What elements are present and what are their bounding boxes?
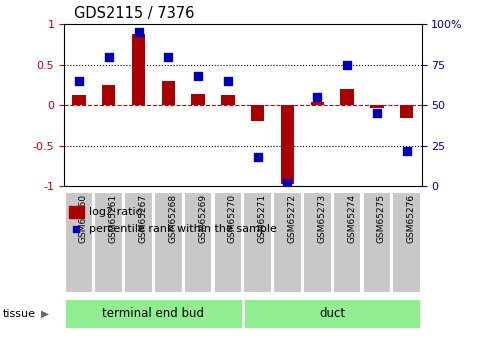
- Bar: [370, 105, 384, 108]
- FancyBboxPatch shape: [95, 192, 123, 293]
- FancyBboxPatch shape: [213, 192, 242, 293]
- Text: GSM65272: GSM65272: [287, 194, 296, 243]
- Bar: [191, 94, 205, 105]
- Text: GSM65273: GSM65273: [317, 194, 326, 243]
- Bar: [400, 105, 413, 118]
- Point: [105, 54, 113, 59]
- Text: GDS2115 / 7376: GDS2115 / 7376: [74, 6, 194, 21]
- Point: [373, 110, 381, 116]
- Text: GSM65270: GSM65270: [228, 194, 237, 243]
- FancyBboxPatch shape: [243, 298, 421, 329]
- Point: [224, 78, 232, 83]
- Bar: [340, 89, 354, 105]
- Bar: [162, 81, 175, 105]
- Text: GSM65260: GSM65260: [79, 194, 88, 243]
- Bar: [311, 102, 324, 105]
- Point: [343, 62, 351, 67]
- FancyBboxPatch shape: [362, 192, 391, 293]
- Bar: [281, 105, 294, 184]
- Text: GSM65268: GSM65268: [168, 194, 177, 243]
- Text: GSM65276: GSM65276: [407, 194, 416, 243]
- Bar: [102, 85, 115, 105]
- FancyBboxPatch shape: [124, 192, 153, 293]
- FancyBboxPatch shape: [303, 192, 332, 293]
- FancyBboxPatch shape: [392, 192, 421, 293]
- FancyBboxPatch shape: [244, 192, 272, 293]
- Bar: [72, 96, 86, 105]
- Point: [403, 148, 411, 154]
- FancyBboxPatch shape: [154, 192, 182, 293]
- FancyBboxPatch shape: [333, 192, 361, 293]
- Text: percentile rank within the sample: percentile rank within the sample: [89, 225, 277, 234]
- Text: ▶: ▶: [41, 309, 49, 319]
- Text: GSM65261: GSM65261: [109, 194, 118, 243]
- Text: duct: duct: [319, 307, 345, 320]
- Text: GSM65275: GSM65275: [377, 194, 386, 243]
- Bar: [69, 206, 84, 218]
- Text: GSM65271: GSM65271: [258, 194, 267, 243]
- Bar: [132, 34, 145, 105]
- FancyBboxPatch shape: [273, 192, 302, 293]
- Text: GSM65267: GSM65267: [139, 194, 147, 243]
- Text: terminal end bud: terminal end bud: [103, 307, 205, 320]
- FancyBboxPatch shape: [65, 298, 243, 329]
- Point: [135, 29, 142, 35]
- FancyBboxPatch shape: [65, 192, 93, 293]
- Text: log2 ratio: log2 ratio: [89, 207, 142, 217]
- FancyBboxPatch shape: [184, 192, 212, 293]
- Point: [314, 94, 321, 100]
- Bar: [221, 95, 235, 105]
- Text: GSM65274: GSM65274: [347, 194, 356, 243]
- Text: GSM65269: GSM65269: [198, 194, 207, 243]
- Point: [75, 78, 83, 83]
- Point: [164, 54, 172, 59]
- Bar: [251, 105, 264, 121]
- Point: [283, 180, 291, 186]
- Point: [194, 73, 202, 79]
- Text: tissue: tissue: [2, 309, 35, 319]
- Point: [254, 154, 262, 160]
